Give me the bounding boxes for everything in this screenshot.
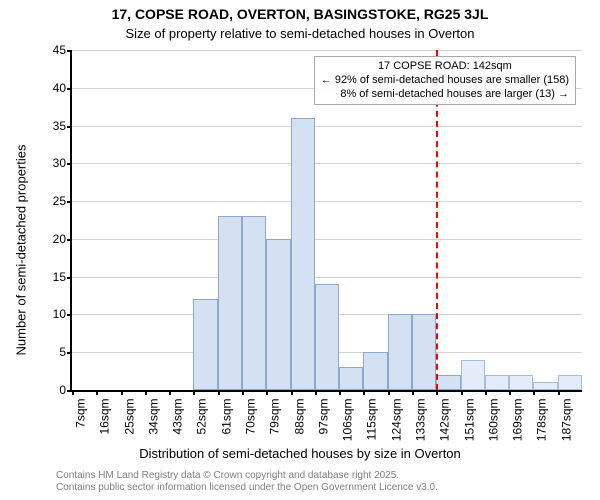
annotation-box: 17 COPSE ROAD: 142sqm ← 92% of semi-deta… <box>314 56 576 105</box>
histogram-bar <box>461 360 485 390</box>
x-tick-label: 7sqm <box>71 399 88 428</box>
y-tick-label: 25 <box>53 194 72 208</box>
x-tick-label: 187sqm <box>556 399 573 442</box>
x-tick-mark <box>291 390 293 395</box>
x-tick-mark <box>121 390 123 395</box>
gridline <box>72 277 582 278</box>
histogram-bar <box>558 375 582 390</box>
y-tick-label: 30 <box>53 156 72 170</box>
x-tick-mark <box>533 390 535 395</box>
histogram-bar <box>242 216 266 390</box>
x-tick-mark <box>242 390 244 395</box>
x-tick-label: 97sqm <box>313 399 330 435</box>
x-tick-mark <box>266 390 268 395</box>
x-tick-label: 34sqm <box>143 399 160 435</box>
y-tick-label: 20 <box>53 232 72 246</box>
x-tick-mark <box>72 390 74 395</box>
histogram-bar <box>315 284 339 390</box>
x-tick-label: 160sqm <box>483 399 500 442</box>
histogram-bar <box>533 382 557 390</box>
x-tick-mark <box>96 390 98 395</box>
x-tick-label: 25sqm <box>119 399 136 435</box>
x-tick-label: 151sqm <box>459 399 476 442</box>
x-tick-label: 169sqm <box>508 399 525 442</box>
footer-line-2: Contains public sector information licen… <box>56 482 438 494</box>
x-tick-mark <box>412 390 414 395</box>
footer-line-1: Contains HM Land Registry data © Crown c… <box>56 470 438 482</box>
x-tick-mark <box>315 390 317 395</box>
histogram-bar <box>485 375 509 390</box>
histogram-bar <box>291 118 315 390</box>
y-tick-label: 10 <box>53 307 72 321</box>
histogram-bar <box>509 375 533 390</box>
x-tick-mark <box>388 390 390 395</box>
x-tick-label: 70sqm <box>241 399 258 435</box>
y-tick-label: 5 <box>59 345 72 359</box>
chart-subtitle: Size of property relative to semi-detach… <box>0 26 600 41</box>
x-tick-label: 115sqm <box>362 399 379 441</box>
x-tick-label: 178sqm <box>532 399 549 442</box>
x-tick-label: 79sqm <box>265 399 282 435</box>
annotation-line-subject: 17 COPSE ROAD: 142sqm <box>321 60 569 74</box>
y-tick-label: 0 <box>59 383 72 397</box>
x-tick-mark <box>169 390 171 395</box>
x-tick-mark <box>485 390 487 395</box>
x-tick-mark <box>218 390 220 395</box>
y-tick-label: 15 <box>53 270 72 284</box>
x-tick-mark <box>145 390 147 395</box>
x-tick-label: 16sqm <box>95 399 112 435</box>
y-axis-label: Number of semi-detached properties <box>14 145 29 356</box>
x-tick-label: 124sqm <box>386 399 403 442</box>
x-tick-label: 61sqm <box>216 399 233 435</box>
gridline <box>72 239 582 240</box>
histogram-bar <box>388 314 412 390</box>
histogram-bar <box>193 299 217 390</box>
histogram-bar <box>412 314 436 390</box>
histogram-bar <box>363 352 387 390</box>
chart-title: 17, COPSE ROAD, OVERTON, BASINGSTOKE, RG… <box>0 6 600 22</box>
histogram-bar <box>218 216 242 390</box>
x-axis-label: Distribution of semi-detached houses by … <box>0 446 600 461</box>
figure: 17, COPSE ROAD, OVERTON, BASINGSTOKE, RG… <box>0 0 600 500</box>
gridline <box>72 50 582 51</box>
gridline <box>72 163 582 164</box>
x-tick-mark <box>461 390 463 395</box>
x-tick-mark <box>193 390 195 395</box>
x-tick-mark <box>363 390 365 395</box>
histogram-bar <box>436 375 460 390</box>
gridline <box>72 126 582 127</box>
annotation-line-larger: 8% of semi-detached houses are larger (1… <box>321 88 569 102</box>
x-tick-label: 106sqm <box>338 399 355 442</box>
x-tick-mark <box>436 390 438 395</box>
histogram-bar <box>339 367 363 390</box>
attribution-footer: Contains HM Land Registry data © Crown c… <box>56 470 438 494</box>
x-tick-label: 52sqm <box>192 399 209 435</box>
y-tick-label: 40 <box>53 81 72 95</box>
x-tick-label: 43sqm <box>168 399 185 435</box>
annotation-line-smaller: ← 92% of semi-detached houses are smalle… <box>321 74 569 88</box>
x-tick-label: 142sqm <box>435 399 452 442</box>
y-tick-label: 45 <box>53 43 72 57</box>
gridline <box>72 201 582 202</box>
x-tick-mark <box>509 390 511 395</box>
x-tick-mark <box>558 390 560 395</box>
plot-area: 051015202530354045 17 COPSE ROAD: 142sqm… <box>70 50 582 392</box>
histogram-bar <box>266 239 290 390</box>
y-tick-label: 35 <box>53 119 72 133</box>
x-tick-mark <box>339 390 341 395</box>
x-tick-label: 133sqm <box>411 399 428 442</box>
x-tick-label: 88sqm <box>289 399 306 435</box>
